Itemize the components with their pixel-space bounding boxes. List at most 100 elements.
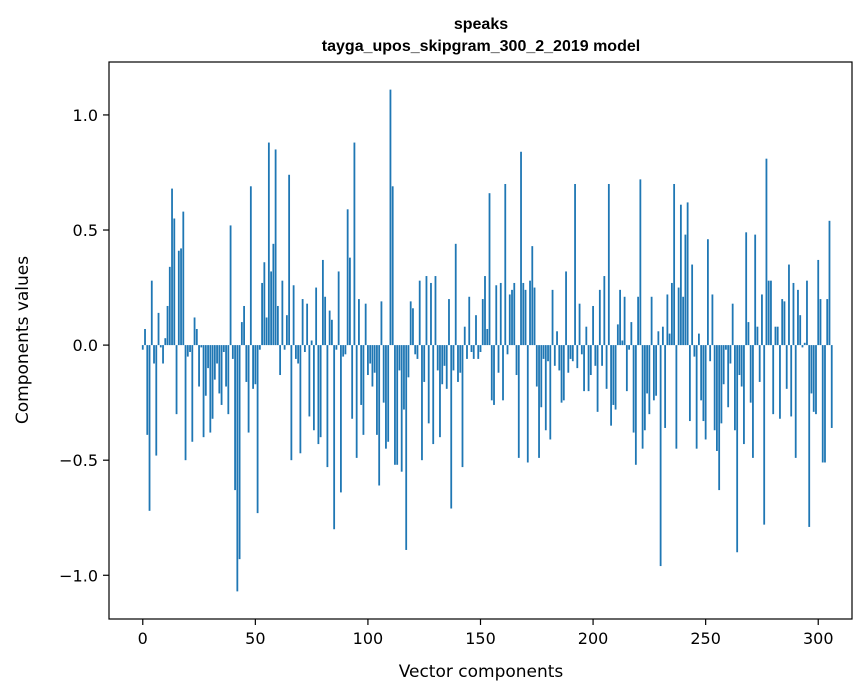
bar — [380, 301, 383, 346]
bar — [641, 345, 644, 449]
bar — [240, 322, 243, 346]
bar — [182, 211, 185, 346]
bar — [673, 183, 676, 346]
bar — [463, 326, 466, 346]
bar — [270, 271, 273, 346]
bar — [612, 345, 615, 405]
bar — [252, 345, 254, 389]
bar — [409, 301, 412, 346]
bar — [459, 345, 462, 373]
bar — [213, 345, 216, 380]
y-tick-label: −0.5 — [59, 451, 98, 470]
bar — [560, 345, 563, 403]
bar — [682, 296, 685, 346]
bar — [576, 345, 579, 369]
bar — [740, 345, 743, 387]
bar — [468, 296, 471, 346]
bar — [209, 345, 212, 433]
bar — [412, 308, 414, 346]
bar — [610, 345, 612, 426]
bar — [324, 296, 327, 346]
bar — [407, 345, 410, 378]
bar — [218, 345, 221, 394]
bar — [781, 299, 784, 346]
bar — [785, 345, 788, 389]
bar — [688, 345, 691, 422]
bar — [303, 345, 306, 352]
bar — [466, 345, 468, 359]
bar — [725, 345, 727, 350]
bar — [540, 345, 543, 408]
bar — [198, 345, 200, 387]
bar — [200, 345, 203, 348]
bar — [666, 294, 669, 346]
bar — [373, 345, 376, 373]
bar — [414, 345, 417, 355]
bar — [283, 345, 286, 350]
bar — [684, 234, 687, 346]
bar — [824, 345, 826, 463]
bar — [317, 345, 320, 445]
bar — [340, 345, 342, 493]
bar — [592, 305, 594, 346]
bar — [247, 345, 250, 433]
bar — [815, 345, 817, 415]
bar — [650, 296, 653, 346]
bar — [574, 183, 576, 346]
bar — [632, 345, 635, 433]
bar — [661, 326, 664, 346]
bar — [542, 345, 545, 359]
bar — [499, 282, 502, 346]
y-tick-label: 0.5 — [73, 221, 98, 240]
bar — [261, 282, 263, 346]
bar — [207, 345, 209, 369]
bar — [821, 345, 824, 463]
bar — [335, 345, 338, 350]
bar — [524, 289, 527, 346]
chart-title: speaks — [454, 16, 508, 33]
bar — [571, 345, 574, 362]
bar — [389, 89, 392, 346]
bar — [522, 282, 525, 346]
bar — [830, 345, 833, 428]
bar — [713, 345, 716, 431]
bar — [731, 303, 734, 346]
bar — [749, 345, 752, 403]
y-axis-label: Components values — [13, 256, 33, 424]
bar — [679, 204, 682, 346]
x-tick-label: 50 — [245, 629, 265, 648]
bar — [173, 218, 176, 346]
bar — [297, 345, 300, 364]
bar — [243, 305, 245, 346]
bar — [553, 345, 556, 366]
bar — [378, 345, 381, 486]
bar — [763, 345, 766, 525]
bar — [526, 345, 529, 463]
bar — [425, 276, 428, 346]
bar — [369, 345, 372, 364]
bar — [195, 328, 198, 346]
bar — [263, 262, 266, 346]
chart-subtitle: tayga_upos_skipgram_300_2_2019 model — [322, 38, 640, 55]
bar — [828, 220, 831, 346]
bar — [216, 345, 218, 364]
bar — [643, 345, 646, 431]
bar — [603, 276, 606, 346]
bar — [517, 345, 520, 458]
bar — [454, 243, 457, 346]
bar — [193, 317, 196, 346]
bar — [659, 345, 662, 567]
bar — [598, 289, 601, 346]
bar — [587, 345, 590, 392]
bar — [272, 243, 275, 346]
y-axis: −1.0 −0.5 0.0 0.5 1.0 — [59, 106, 109, 585]
bar — [202, 345, 205, 438]
bar — [337, 271, 340, 346]
bar — [189, 345, 191, 352]
bar — [310, 340, 313, 346]
bar — [153, 345, 155, 364]
bar — [267, 142, 270, 346]
bar — [707, 239, 709, 346]
x-tick-label: 200 — [578, 629, 609, 648]
bar — [488, 193, 491, 346]
